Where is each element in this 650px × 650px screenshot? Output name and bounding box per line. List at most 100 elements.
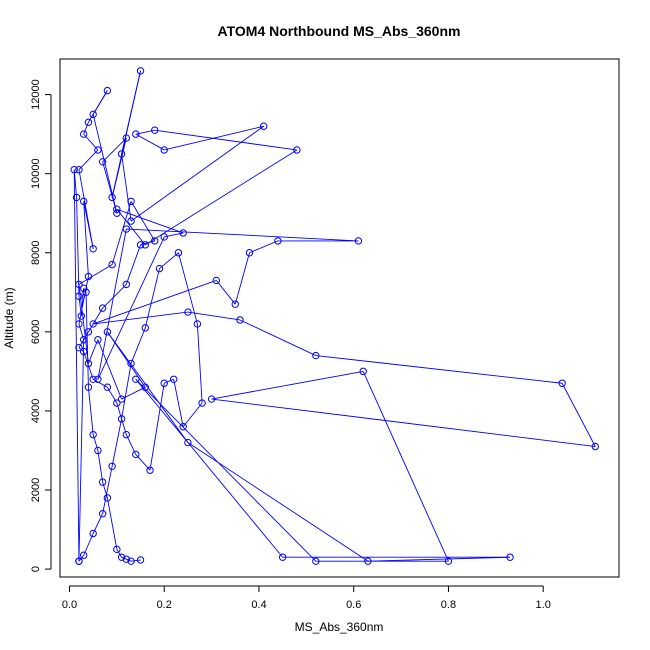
series-layer: [70, 67, 600, 565]
data-point: [141, 241, 149, 249]
series-line-segment: [83, 351, 94, 380]
data-point: [312, 557, 320, 565]
data-point: [103, 86, 112, 95]
plot-area-frame: [59, 58, 620, 578]
series-line-segment: [126, 558, 132, 562]
data-point: [132, 450, 140, 459]
series-line-segment: [154, 129, 297, 151]
data-point: [122, 134, 131, 142]
y-tick-label: 2000: [30, 478, 42, 502]
series-line-segment: [249, 240, 279, 254]
data-point: [84, 383, 93, 391]
series-line-segment: [362, 371, 449, 562]
data-point: [506, 553, 514, 561]
data-point: [245, 249, 254, 257]
data-point: [113, 205, 121, 213]
series-line-segment: [130, 327, 146, 364]
x-tick-label: 0.6: [346, 599, 361, 611]
data-point: [89, 430, 97, 439]
chart-title: ATOM4 Northbound MS_Abs_360nm: [218, 23, 461, 39]
series-line-segment: [93, 280, 217, 325]
series-line-segment: [121, 363, 132, 419]
series-line-segment: [78, 276, 89, 325]
x-tick-label: 0.4: [251, 599, 266, 611]
data-point: [98, 510, 107, 518]
series-line-segment: [87, 387, 94, 435]
series-line-segment: [182, 402, 203, 428]
series-line-segment: [121, 153, 132, 222]
data-point: [136, 556, 145, 564]
data-point: [70, 166, 78, 174]
data-point: [151, 126, 159, 134]
series-line-segment: [126, 228, 359, 242]
data-point: [84, 359, 93, 368]
data-point: [274, 237, 282, 245]
series-line-segment: [78, 339, 85, 562]
series-line-segment: [83, 201, 89, 277]
series-line-segment: [130, 201, 156, 242]
data-point: [82, 288, 90, 296]
data-point: [260, 122, 268, 130]
x-tick-label: 0.2: [157, 599, 172, 611]
series-line-segment: [187, 311, 241, 321]
data-point: [591, 442, 600, 451]
y-tick-label: 12000: [30, 79, 42, 110]
series-line-segment: [315, 355, 563, 384]
data-point: [359, 367, 367, 376]
data-point: [84, 328, 93, 336]
data-point: [94, 146, 102, 154]
data-point: [79, 130, 88, 138]
data-point: [179, 423, 187, 431]
y-axis-label: Altitude (m): [2, 287, 16, 348]
data-point: [312, 351, 320, 360]
data-point: [231, 300, 239, 308]
series-line-segment: [164, 378, 174, 384]
x-tick-label: 0.8: [441, 599, 456, 611]
data-point: [75, 166, 83, 174]
data-point: [132, 375, 140, 383]
data-point: [174, 249, 183, 257]
data-point: [193, 320, 202, 328]
series-line-segment: [173, 379, 184, 427]
data-point: [160, 379, 168, 387]
series-line-segment: [107, 331, 189, 443]
y-tick-label: 0: [30, 566, 42, 572]
data-point: [117, 553, 126, 561]
series-line-segment: [102, 137, 127, 163]
data-point: [113, 399, 121, 407]
data-point: [293, 146, 301, 154]
data-point: [94, 375, 102, 383]
x-tick-label: 0.0: [62, 599, 77, 611]
data-point: [117, 395, 126, 403]
data-point: [558, 379, 566, 387]
series-line-segment: [76, 197, 80, 297]
series-line-segment: [102, 466, 113, 514]
series-line-segment: [144, 268, 160, 328]
series-line-segment: [215, 280, 236, 305]
series-line-segment: [78, 264, 113, 285]
series-line-segment: [93, 311, 188, 325]
y-tick-label: 4000: [30, 399, 42, 423]
series-line-segment: [561, 383, 596, 447]
data-point: [75, 343, 83, 352]
series-line-segment: [92, 378, 108, 388]
y-tick-label: 10000: [30, 158, 42, 189]
series-line-segment: [187, 442, 369, 562]
data-point: [212, 276, 221, 285]
data-point: [146, 466, 154, 474]
data-point: [94, 336, 102, 344]
data-point: [113, 545, 121, 554]
data-point: [75, 280, 83, 289]
series-line-segment: [102, 161, 118, 214]
series-line-segment: [177, 252, 198, 325]
series-line-segment: [78, 149, 99, 171]
data-point: [79, 284, 88, 293]
y-tick-label: 8000: [30, 241, 42, 265]
data-point: [127, 217, 135, 225]
data-point: [72, 193, 81, 202]
data-point: [160, 233, 168, 241]
series-line-segment: [111, 418, 123, 467]
series-line-segment: [116, 549, 122, 558]
data-point: [103, 383, 112, 391]
x-axis: 0.0 0.2 0.4 0.6 0.8 1.0: [62, 585, 551, 611]
